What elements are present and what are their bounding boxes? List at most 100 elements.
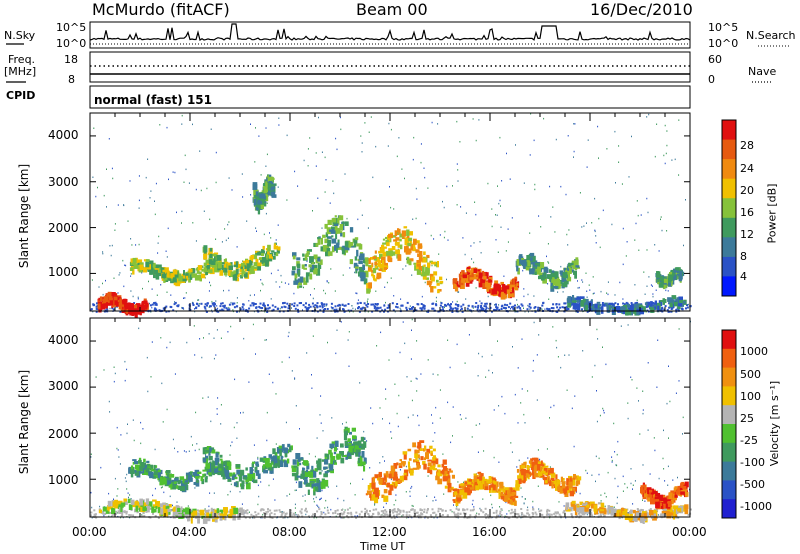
power-echo-cell [247,265,253,269]
velocity-noise-dot [424,517,426,519]
velocity-nearrange-dot [342,512,345,515]
velocity-noise-dot [260,516,262,519]
power-nearrange-dot [217,310,220,313]
velocity-noise-dot [316,516,318,519]
power-noise-dot [238,311,240,313]
power-nearrange-dot [359,302,362,304]
power-nearrange-dot [197,304,200,307]
power-noise-dot [291,307,292,309]
velocity-noise-dot [533,321,535,324]
velocity-noise-dot [354,515,356,517]
power-noise-dot [97,186,98,189]
power-echo-cell [256,262,262,267]
velocity-echo-cell [139,471,143,474]
power-echo-cell [374,263,377,268]
power-noise-dot [92,310,94,313]
power-echo-cell [501,284,506,291]
velocity-noise-dot [294,512,296,514]
velocity-nearrange-dot [334,512,337,514]
velocity-nearrange-dot [535,513,538,516]
velocity-nearrange-dot [128,514,131,516]
power-echo-cell [185,273,189,279]
power-echo-cell [252,254,258,260]
power-noise-dot [491,208,493,210]
velocity-echo-cell [280,455,283,462]
power-noise-dot [473,242,475,244]
power-echo-cell [606,304,611,309]
velocity-noise-dot [132,419,134,421]
power-nearrange-dot [254,303,257,305]
power-nearrange-dot [500,308,503,310]
power-echo-cell [342,221,345,226]
power-nearrange-dot [493,308,496,311]
power-nearrange-dot [475,302,478,304]
power-noise-dot [554,231,556,233]
power-noise-dot [149,197,151,199]
power-noise-dot [109,245,111,247]
power-echo-cell [143,300,148,305]
velocity-noise-dot [183,450,185,452]
power-noise-dot [194,310,196,313]
power-echo-cell [376,272,382,279]
power-noise-dot [655,289,657,291]
velocity-echo-cell [257,473,261,479]
power-nearrange-dot [668,302,671,305]
velocity-noise-dot [243,337,245,340]
power-noise-dot [312,297,314,300]
velocity-echo-cell [163,509,168,515]
power-noise-dot [151,288,153,290]
power-echo-cell [325,247,331,254]
power-echo-cell [672,299,675,305]
power-echo-cell [436,261,439,268]
velocity-echo-cell [173,481,177,485]
power-echo-cell [119,298,122,304]
velocity-noise-dot [186,341,188,344]
power-noise-dot [370,116,372,118]
power-echo-cell [194,274,200,281]
power-echo-cell [297,285,303,288]
velocity-echo-cell [433,461,436,467]
power-noise-dot [277,269,279,271]
power-echo-cell [414,265,418,271]
velocity-noise-dot [294,503,296,506]
power-noise-dot [181,114,183,117]
power-echo-cell [345,245,350,251]
velocity-noise-dot [382,418,383,420]
velocity-nearrange-dot [316,510,319,513]
power-nearrange-dot [236,305,239,308]
power-echo-cell [172,277,177,283]
velocity-noise-dot [407,416,409,419]
velocity-echo-cell [353,441,359,446]
power-echo-cell [176,273,182,279]
velocity-noise-dot [560,366,562,369]
power-echo-cell [335,246,338,253]
velocity-noise-dot [142,428,144,430]
power-nearrange-dot [509,302,512,305]
velocity-echo-cell [263,458,267,461]
power-noise-dot [562,291,564,293]
velocity-noise-dot [482,498,484,500]
power-noise-dot [168,178,169,181]
power-echo-cell [453,285,457,289]
velocity-echo-cell [238,475,243,482]
power-echo-cell [320,246,323,252]
power-noise-dot [95,195,97,198]
xtick-3: 12:00 [372,525,407,539]
power-noise-dot [614,294,616,296]
velocity-echo-cell [202,469,207,472]
velocity-echo-cell [135,500,139,505]
power-echo-cell [354,243,357,248]
power-echo-cell [241,271,244,277]
power-nearrange-dot [300,302,302,304]
velocity-noise-dot [672,479,674,481]
velocity-nearrange-dot [393,517,396,519]
power-echo-cell [543,266,548,269]
power-echo-cell [374,250,377,254]
power-echo-cell [585,304,589,311]
power-noise-dot [321,151,323,153]
power-nearrange-dot [564,302,567,305]
velocity-echo-cell [136,469,142,473]
power-nearrange-dot [617,303,619,306]
power-noise-dot [628,176,630,178]
power-noise-dot [424,176,426,179]
